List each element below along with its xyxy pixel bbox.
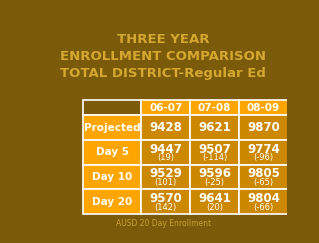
Bar (190, 100, 239, 115)
Text: 9870: 9870 (247, 121, 280, 134)
Bar (141, 115, 190, 140)
Text: 08-09: 08-09 (247, 103, 280, 113)
Text: 9507: 9507 (198, 143, 231, 156)
Text: 9596: 9596 (198, 167, 231, 180)
Text: 06-07: 06-07 (149, 103, 182, 113)
Text: 9428: 9428 (149, 121, 182, 134)
Text: THREE YEAR
ENROLLMENT COMPARISON
TOTAL DISTRICT-Regular Ed: THREE YEAR ENROLLMENT COMPARISON TOTAL D… (60, 33, 266, 80)
Text: (19): (19) (157, 153, 174, 162)
Text: (-96): (-96) (253, 153, 273, 162)
Bar (239, 165, 288, 189)
Bar (83, 115, 141, 140)
Bar (239, 100, 288, 115)
Bar (190, 165, 239, 189)
Bar (141, 140, 190, 165)
Text: 9447: 9447 (149, 143, 182, 156)
Text: (-25): (-25) (204, 178, 225, 187)
Text: (142): (142) (155, 202, 177, 211)
Text: 07-08: 07-08 (198, 103, 231, 113)
Bar (141, 189, 190, 214)
Bar (83, 100, 141, 115)
Text: 9621: 9621 (198, 121, 231, 134)
Bar (190, 140, 239, 165)
Text: 9805: 9805 (247, 167, 280, 180)
Text: (20): (20) (206, 202, 223, 211)
Bar (141, 165, 190, 189)
Text: (-65): (-65) (253, 178, 273, 187)
Bar (190, 189, 239, 214)
Text: 9804: 9804 (247, 192, 280, 205)
Text: 9774: 9774 (247, 143, 280, 156)
Bar (83, 189, 141, 214)
Text: 9570: 9570 (149, 192, 182, 205)
Text: (-114): (-114) (202, 153, 227, 162)
Text: 9641: 9641 (198, 192, 231, 205)
Bar (83, 140, 141, 165)
Text: (-66): (-66) (253, 202, 274, 211)
Text: Day 20: Day 20 (92, 197, 132, 207)
Bar (83, 165, 141, 189)
Bar (239, 189, 288, 214)
Bar (239, 140, 288, 165)
Text: (101): (101) (155, 178, 177, 187)
Text: Day 5: Day 5 (96, 147, 129, 157)
Text: 9529: 9529 (149, 167, 182, 180)
Text: Day 10: Day 10 (92, 172, 132, 182)
Text: Projected: Projected (84, 123, 141, 133)
Bar (239, 115, 288, 140)
Bar (190, 115, 239, 140)
Text: AUSD 20 Day Enrollment: AUSD 20 Day Enrollment (115, 219, 211, 228)
Bar (141, 100, 190, 115)
